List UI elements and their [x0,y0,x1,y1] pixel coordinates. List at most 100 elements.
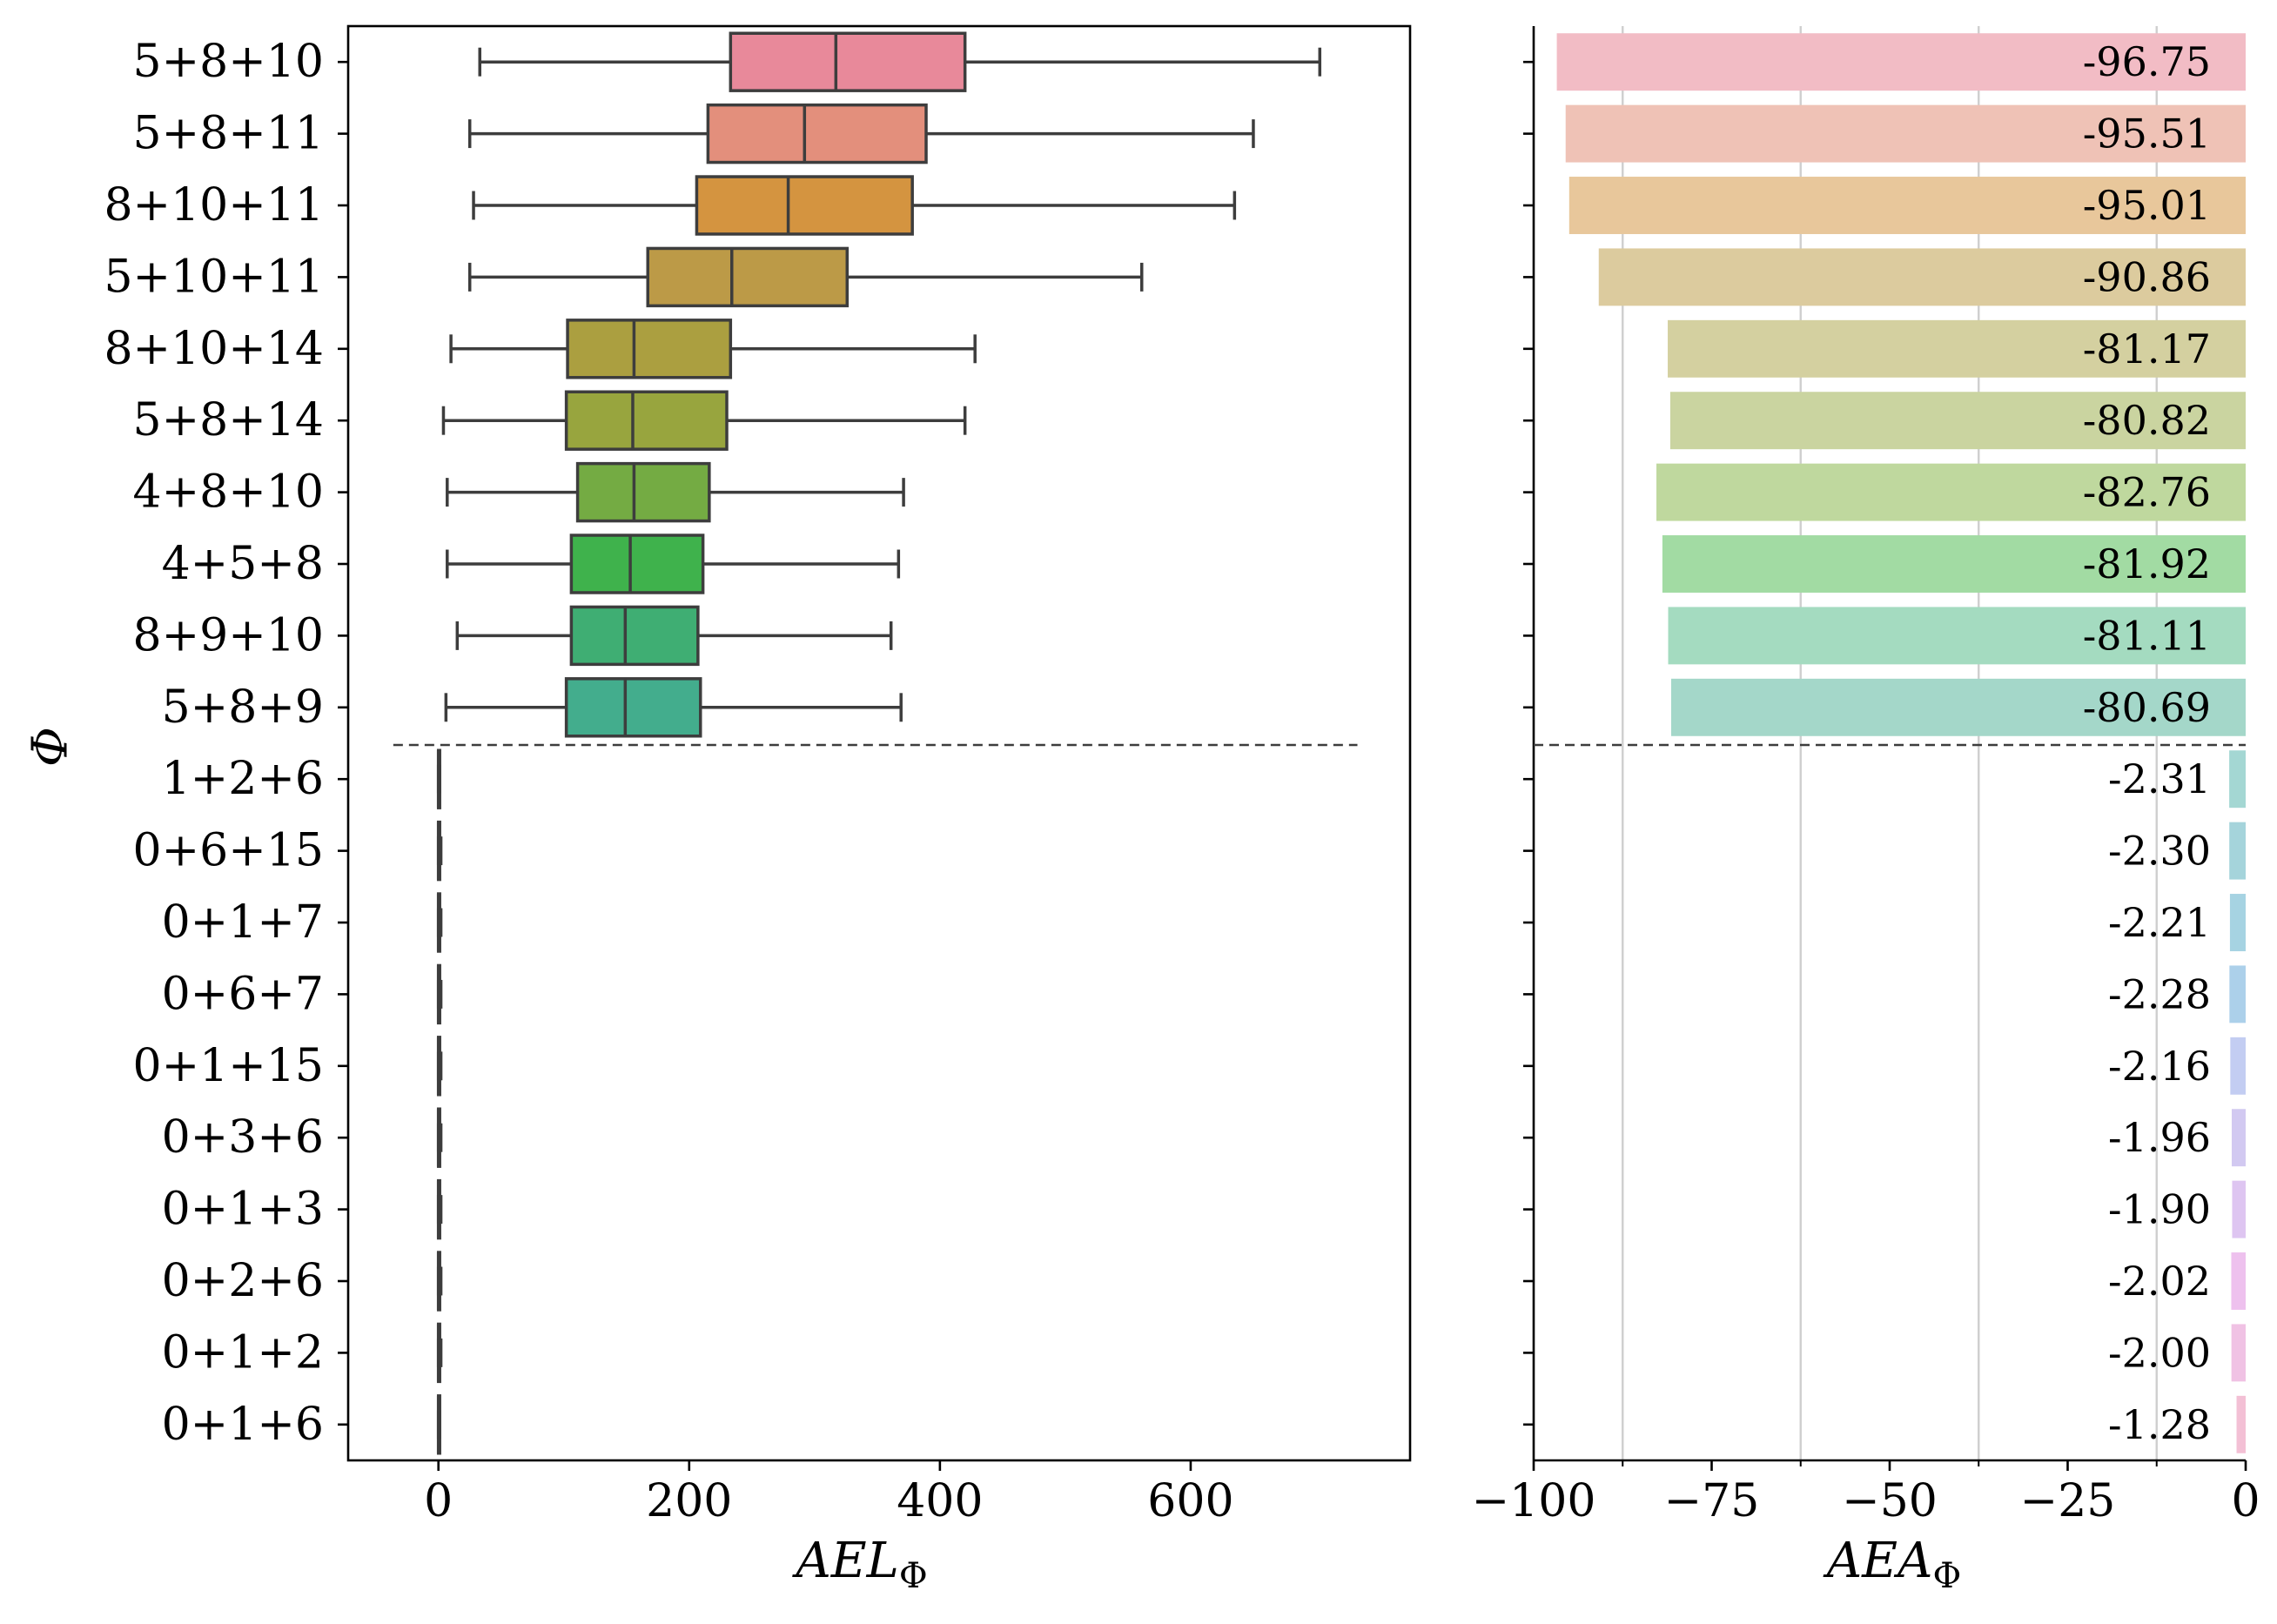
bar-13 [2229,894,2246,951]
y-tick-label: 5+8+9 [162,681,324,734]
y-tick-label: 0+3+6 [162,1111,324,1164]
iqr-box [575,461,711,523]
bar-value-label: -81.11 [2083,612,2211,659]
box-1 [478,31,1322,92]
y-tick-label: 0+2+6 [162,1255,324,1307]
right-x-axis-label: AEAΦ [1823,1533,1962,1596]
bar-14 [2229,965,2246,1023]
left-x-tick-label: 600 [1147,1475,1233,1527]
bar-16 [2231,1109,2246,1167]
bar-value-label: -81.92 [2083,540,2211,587]
box-9 [455,605,893,667]
y-tick-label: 5+10+11 [104,251,324,303]
right-x-tick-label: −75 [1664,1475,1760,1527]
bar-9 [1668,607,2246,665]
bar-1 [1556,33,2246,91]
bar-value-label: -80.69 [2083,684,2211,731]
y-tick-label: 0+1+3 [162,1184,324,1236]
bar-19 [2231,1324,2246,1382]
box-11 [436,748,441,809]
bar-18 [2231,1252,2246,1310]
bar-value-label: -96.75 [2083,38,2211,85]
box-7 [446,461,905,523]
box-10 [444,677,903,738]
y-tick-label: 4+5+8 [162,538,324,590]
box-6 [441,390,967,451]
bar-3 [1568,177,2246,234]
bar-17 [2232,1180,2246,1238]
bar-5 [1668,319,2246,378]
box-19 [436,1322,443,1384]
y-tick-label: 0+6+15 [133,825,324,877]
bar-10 [1670,678,2246,736]
left-x-tick-label: 400 [897,1475,983,1527]
y-tick-label: 8+10+11 [104,179,324,232]
left-x-tick-label: 0 [424,1475,453,1527]
y-tick-label: 0+1+6 [162,1399,324,1451]
bar-4 [1598,248,2246,306]
bar-value-label: -2.28 [2108,970,2211,1017]
bar-value-label: -2.21 [2108,899,2211,946]
iqr-box [566,319,733,379]
bar-value-label: -1.96 [2108,1114,2211,1161]
bar-value-label: -2.16 [2108,1043,2211,1090]
y-tick-label: 5+8+11 [133,108,324,160]
box-5 [449,319,977,379]
bar-value-label: -82.76 [2083,469,2211,516]
bar-2 [1565,104,2246,163]
bar-value-label: -2.00 [2108,1329,2211,1376]
box-4 [467,246,1144,308]
y-tick-label: 0+1+2 [162,1326,324,1379]
bar-value-label: -95.51 [2083,111,2211,158]
box-3 [472,175,1237,236]
left-y-axis-label: Φ [23,727,79,767]
right-x-tick-label: −100 [1472,1475,1596,1527]
bar-20 [2236,1395,2246,1453]
bar-11 [2229,750,2246,809]
y-tick-label: 5+8+14 [133,394,324,446]
box-8 [446,534,901,594]
right-x-tick-label: −25 [2020,1475,2116,1527]
y-tick-label: 8+9+10 [133,609,324,661]
iqr-box [564,390,729,451]
box-2 [467,103,1255,164]
bar-value-label: -1.90 [2108,1186,2211,1233]
y-tick-label: 1+2+6 [162,753,324,805]
iqr-box [564,677,702,738]
box-18 [436,1251,443,1312]
y-tick-label: 8+10+14 [104,323,324,375]
left-x-tick-label: 200 [646,1475,732,1527]
bar-8 [1662,535,2246,593]
y-tick-label: 0+6+7 [162,968,324,1020]
bar-15 [2230,1037,2246,1095]
bar-value-label: -1.28 [2108,1401,2211,1448]
y-tick-label: 0+1+7 [162,896,324,949]
bar-7 [1656,463,2246,521]
bar-value-label: -2.31 [2108,755,2211,802]
bar-value-label: -80.82 [2083,397,2211,444]
bar-value-label: -2.02 [2108,1258,2211,1305]
bar-12 [2229,822,2246,880]
box-15 [436,1036,443,1097]
bar-6 [1669,392,2246,450]
bar-value-label: -2.30 [2108,828,2211,875]
box-17 [436,1178,443,1240]
iqr-box [729,31,967,92]
box-13 [436,892,443,953]
box-20 [436,1394,441,1455]
right-x-tick-label: −50 [1842,1475,1938,1527]
left-plot-frame [346,24,1412,1462]
bar-value-label: -95.01 [2083,182,2211,229]
box-14 [436,963,443,1025]
box-12 [436,820,443,882]
y-tick-label: 5+8+10 [133,36,324,88]
y-tick-label: 0+1+15 [133,1040,324,1092]
iqr-box [706,103,928,164]
iqr-box [569,534,705,594]
box-16 [436,1107,443,1168]
bar-value-label: -81.17 [2083,325,2211,372]
bar-value-label: -90.86 [2083,253,2211,300]
iqr-box [646,246,850,308]
y-tick-label: 4+8+10 [133,466,324,519]
